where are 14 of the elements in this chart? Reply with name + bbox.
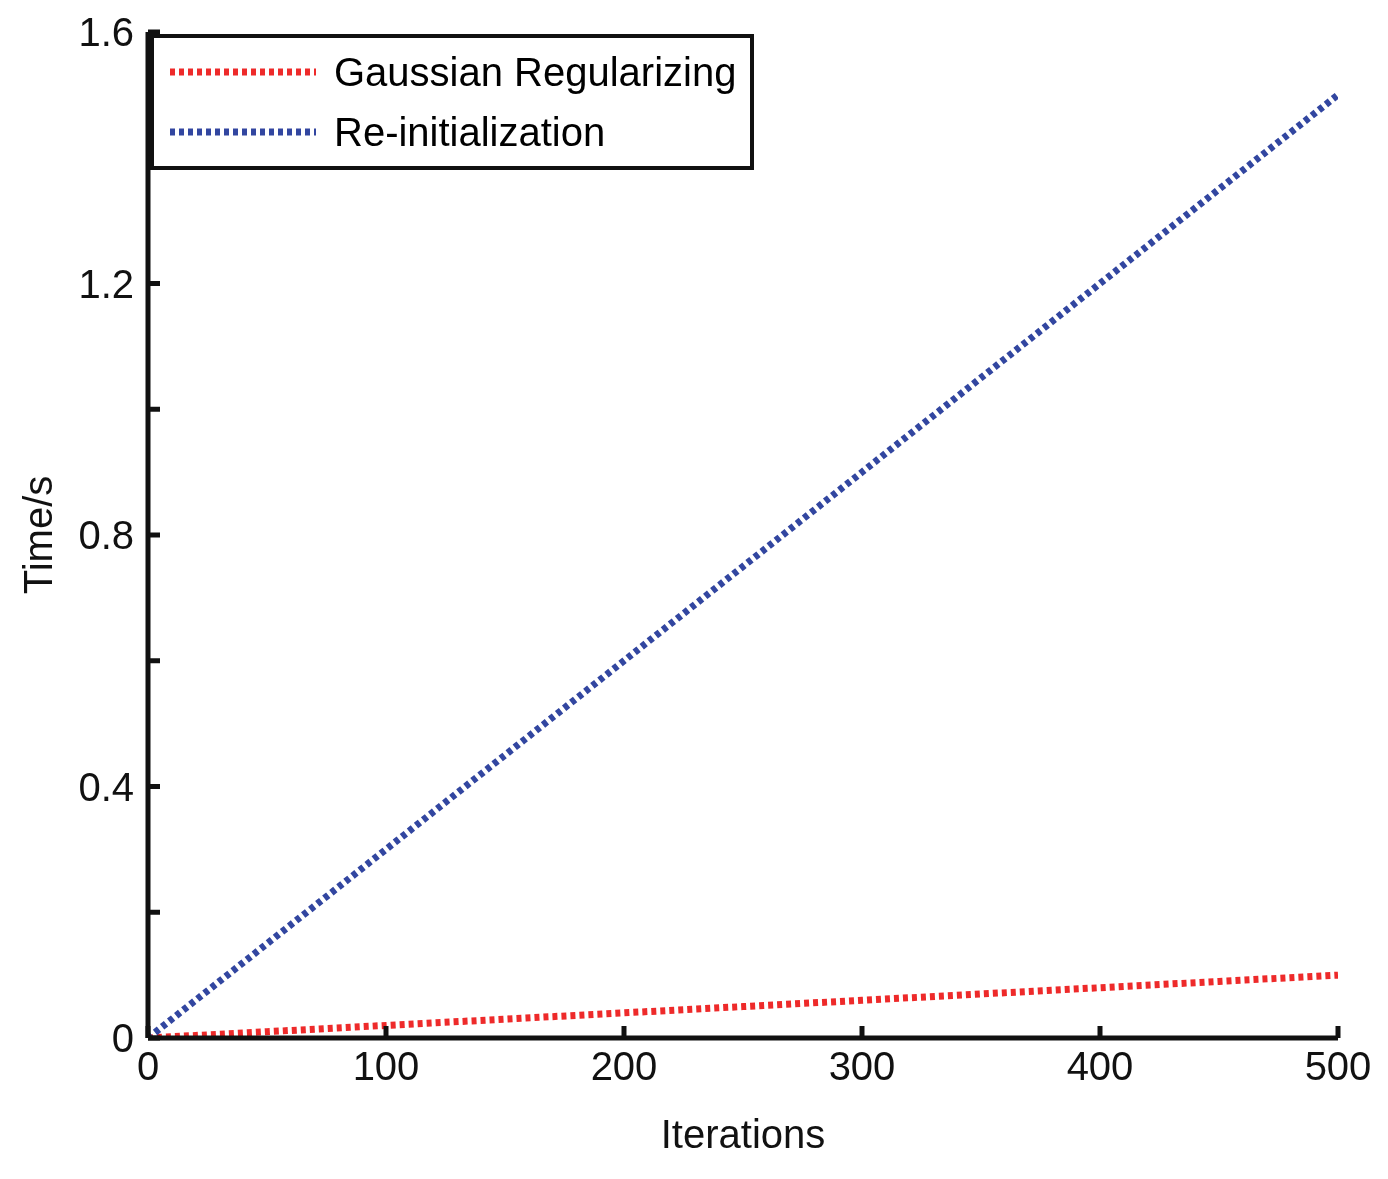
y-tick-label: 0 [111, 1016, 134, 1061]
x-tick-label: 300 [828, 1044, 896, 1089]
x-axis-title: Iterations [660, 1112, 826, 1156]
x-tick-label: 100 [352, 1044, 420, 1089]
y-tick-label: 1.2 [78, 261, 134, 306]
legend-label: Re-initialization [334, 109, 606, 155]
y-tick-label: 0.4 [78, 764, 134, 809]
x-tick-label: 500 [1304, 1044, 1372, 1089]
y-tick-label: 0.8 [78, 513, 134, 558]
y-axis-title: Time/s [16, 475, 61, 595]
legend-label: Gaussian Regularizing [334, 49, 737, 95]
y-tick-label: 1.6 [78, 10, 134, 55]
x-tick-label: 400 [1066, 1044, 1134, 1089]
x-tick-label: 200 [590, 1044, 658, 1089]
